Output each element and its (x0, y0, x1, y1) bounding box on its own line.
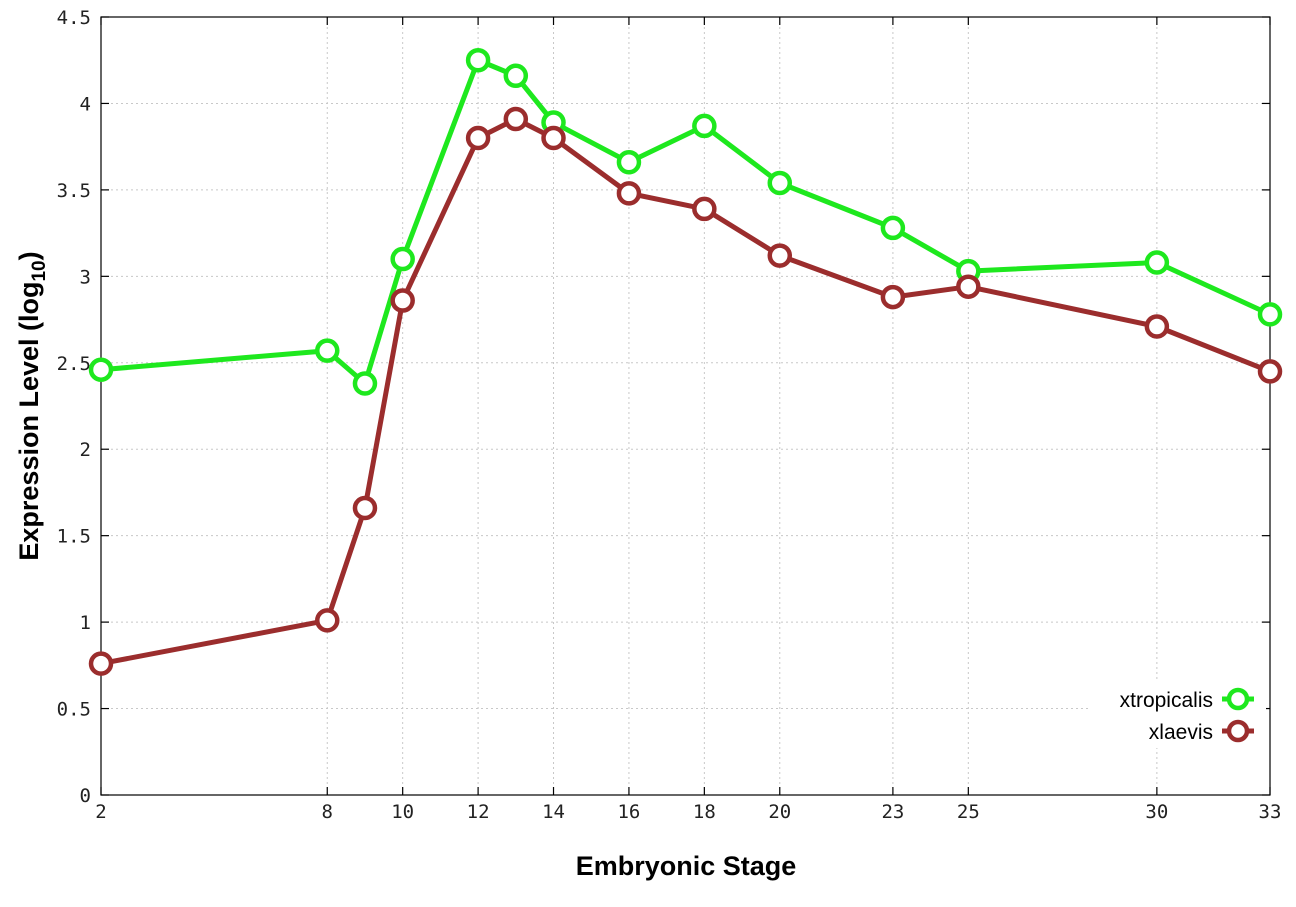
data-point-xtropicalis (315, 338, 340, 363)
data-point-xtropicalis (465, 47, 491, 73)
y-tick-label: 0 (80, 785, 91, 807)
series-xlaevis (88, 106, 1283, 676)
x-tick-label: 16 (617, 801, 640, 823)
x-axis-title: Embryonic Stage (576, 851, 797, 881)
data-point-xtropicalis (352, 371, 378, 396)
y-axis-title-subscript: 10 (29, 260, 50, 281)
plot-frame (100, 16, 1271, 796)
data-point-xlaevis (465, 125, 491, 151)
y-axis-title-suffix: ) (14, 251, 44, 260)
data-point-xtropicalis (767, 170, 793, 196)
data-point-xlaevis (956, 274, 981, 299)
data-point-xlaevis (88, 651, 114, 676)
x-tick-label: 20 (768, 801, 791, 823)
data-point-xlaevis (315, 608, 340, 633)
data-point-xlaevis (616, 181, 642, 206)
series-layer (88, 47, 1283, 676)
data-point-xtropicalis (503, 63, 529, 89)
x-tick-labels: 2 8 10 12 14 16 18 20 23 25 30 33 (95, 801, 1281, 823)
y-tick-label: 0.5 (57, 699, 91, 721)
data-point-xtropicalis (1257, 302, 1283, 327)
y-tick-label: 3.5 (57, 180, 91, 202)
data-point-xlaevis (880, 284, 906, 310)
y-tick-label: 2.5 (57, 353, 91, 375)
data-point-xtropicalis (692, 113, 717, 139)
y-axis-title: Expression Level (log10) (14, 251, 50, 560)
data-point-xtropicalis (616, 149, 642, 175)
y-tick-label: 1.5 (57, 526, 91, 548)
legend-label-xlaevis: xlaevis (1149, 721, 1213, 744)
y-tick-label: 1 (80, 612, 91, 634)
series-xtropicalis (88, 47, 1283, 396)
data-point-xlaevis (503, 106, 529, 132)
series-line-xlaevis (100, 116, 1271, 667)
x-tick-label: 30 (1145, 801, 1168, 823)
legend-marker-xlaevis (1226, 719, 1250, 743)
y-tick-labels: 0 0.5 1 1.5 2 2.5 3 3.5 4 4.5 (57, 7, 91, 807)
y-tick-label: 2 (80, 439, 91, 461)
legend-marker-xtropicalis (1226, 687, 1250, 711)
data-point-xlaevis (767, 243, 793, 268)
y-tick-label: 4 (80, 93, 91, 115)
x-tick-label: 2 (95, 801, 106, 823)
x-tick-label: 33 (1259, 801, 1282, 823)
y-tick-label: 3 (80, 266, 91, 288)
y-tick-label: 4.5 (57, 7, 91, 29)
data-point-xlaevis (390, 288, 415, 313)
data-point-xlaevis (1257, 359, 1283, 384)
x-tick-label: 10 (391, 801, 414, 823)
legend: xtropicalis xlaevis (1090, 682, 1266, 748)
data-point-xtropicalis (880, 215, 906, 241)
legend-label-xtropicalis: xtropicalis (1120, 689, 1213, 712)
data-point-xlaevis (541, 125, 566, 151)
data-point-xtropicalis (390, 246, 415, 272)
data-point-xlaevis (352, 495, 378, 521)
y-axis-title-main: Expression Level (log (14, 282, 44, 561)
x-tick-label: 25 (957, 801, 980, 823)
data-point-xtropicalis (1144, 250, 1170, 275)
x-tick-label: 8 (322, 801, 333, 823)
data-point-xlaevis (692, 196, 717, 222)
data-point-xlaevis (1144, 314, 1170, 339)
x-tick-label: 14 (542, 801, 565, 823)
x-tick-label: 23 (881, 801, 904, 823)
data-point-xtropicalis (88, 357, 114, 382)
series-line-xtropicalis (100, 57, 1272, 386)
x-tick-label: 12 (467, 801, 490, 823)
x-tick-label: 18 (693, 801, 716, 823)
